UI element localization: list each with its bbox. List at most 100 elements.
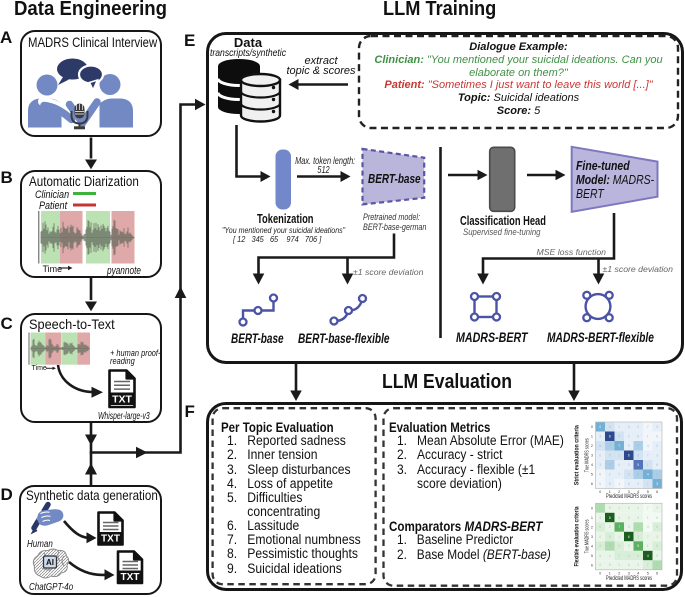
svg-text:6: 6 — [599, 525, 601, 529]
svg-text:6: 6 — [628, 482, 630, 486]
svg-text:2: 2 — [637, 453, 639, 457]
svg-text:0: 0 — [628, 463, 630, 467]
svg-text:7: 7 — [647, 563, 649, 567]
svg-text:0: 0 — [656, 525, 658, 529]
svg-text:8: 8 — [637, 554, 639, 558]
svg-text:7: 7 — [618, 444, 620, 448]
svg-text:1: 1 — [591, 516, 593, 520]
svg-text:8: 8 — [637, 444, 639, 448]
svg-text:5: 5 — [609, 453, 611, 457]
svg-text:0: 0 — [628, 434, 630, 438]
svg-text:1: 1 — [618, 506, 620, 510]
svg-text:5: 5 — [637, 516, 639, 520]
svg-text:7: 7 — [647, 453, 649, 457]
svg-text:True MADRS scores: True MADRS scores — [585, 438, 591, 472]
svg-text:5: 5 — [591, 473, 593, 477]
svg-text:True MADRS scores: True MADRS scores — [585, 519, 591, 553]
svg-text:3: 3 — [628, 444, 630, 448]
svg-text:6: 6 — [656, 434, 658, 438]
svg-text:3: 3 — [628, 554, 630, 558]
svg-text:2: 2 — [618, 571, 620, 575]
svg-text:7: 7 — [647, 535, 649, 539]
svg-text:4: 4 — [647, 554, 649, 558]
svg-text:3: 3 — [591, 535, 593, 539]
svg-text:6: 6 — [656, 516, 658, 520]
svg-text:0: 0 — [599, 563, 601, 567]
svg-text:2: 2 — [637, 425, 639, 429]
svg-text:8: 8 — [609, 463, 611, 467]
svg-text:6: 6 — [656, 544, 658, 548]
svg-text:5: 5 — [609, 535, 611, 539]
svg-text:3: 3 — [599, 463, 601, 467]
svg-text:3: 3 — [591, 454, 593, 458]
svg-text:0: 0 — [591, 425, 593, 429]
svg-text:2: 2 — [637, 563, 639, 567]
svg-text:2: 2 — [637, 506, 639, 510]
svg-text:4: 4 — [647, 472, 649, 476]
svg-text:TXT: TXT — [121, 572, 140, 583]
svg-text:4: 4 — [618, 516, 620, 520]
svg-text:1: 1 — [618, 425, 620, 429]
svg-text:0: 0 — [599, 482, 601, 486]
svg-text:1: 1 — [618, 482, 620, 486]
svg-text:4: 4 — [591, 544, 593, 548]
svg-text:4: 4 — [618, 434, 620, 438]
svg-text:4: 4 — [647, 525, 649, 529]
svg-text:3: 3 — [656, 563, 658, 567]
svg-text:3: 3 — [599, 544, 601, 548]
svg-text:1: 1 — [647, 434, 649, 438]
svg-text:5: 5 — [637, 544, 639, 548]
svg-text:6: 6 — [656, 490, 658, 494]
svg-text:3: 3 — [628, 525, 630, 529]
svg-text:AI: AI — [46, 558, 54, 567]
svg-text:2: 2 — [609, 472, 611, 476]
svg-text:6: 6 — [599, 444, 601, 448]
svg-text:3: 3 — [656, 453, 658, 457]
svg-text:8: 8 — [609, 544, 611, 548]
svg-text:1: 1 — [618, 453, 620, 457]
svg-text:1: 1 — [609, 490, 611, 494]
svg-text:0: 0 — [628, 544, 630, 548]
svg-text:0: 0 — [628, 516, 630, 520]
svg-text:0: 0 — [599, 535, 601, 539]
svg-text:2: 2 — [591, 525, 593, 529]
svg-text:5: 5 — [647, 571, 649, 575]
svg-text:0: 0 — [656, 554, 658, 558]
svg-text:2: 2 — [609, 444, 611, 448]
svg-text:Flexible evaluation criteria: Flexible evaluation criteria — [574, 506, 581, 566]
svg-text:3: 3 — [628, 571, 630, 575]
svg-text:7: 7 — [647, 425, 649, 429]
svg-text:6: 6 — [599, 554, 601, 558]
svg-text:5: 5 — [609, 482, 611, 486]
svg-text:7: 7 — [618, 525, 620, 529]
svg-text:3: 3 — [656, 506, 658, 510]
svg-text:2: 2 — [591, 444, 593, 448]
svg-text:0: 0 — [599, 506, 601, 510]
svg-text:1: 1 — [618, 535, 620, 539]
svg-text:Predicted MADRS scores: Predicted MADRS scores — [606, 576, 652, 582]
svg-text:2: 2 — [609, 525, 611, 529]
svg-text:Predicted MADRS scores: Predicted MADRS scores — [606, 494, 652, 500]
svg-text:7: 7 — [647, 506, 649, 510]
svg-text:6: 6 — [628, 563, 630, 567]
svg-text:7: 7 — [647, 482, 649, 486]
svg-text:6: 6 — [628, 506, 630, 510]
svg-text:4: 4 — [618, 544, 620, 548]
svg-text:7: 7 — [618, 472, 620, 476]
svg-text:TXT: TXT — [101, 534, 120, 545]
svg-text:0: 0 — [656, 444, 658, 448]
svg-text:5: 5 — [591, 554, 593, 558]
svg-text:4: 4 — [637, 490, 639, 494]
svg-text:5: 5 — [609, 506, 611, 510]
svg-text:1: 1 — [618, 563, 620, 567]
svg-text:8: 8 — [637, 525, 639, 529]
svg-text:3: 3 — [599, 516, 601, 520]
svg-text:6: 6 — [599, 472, 601, 476]
svg-text:8: 8 — [609, 434, 611, 438]
svg-text:1: 1 — [647, 463, 649, 467]
svg-text:8: 8 — [609, 516, 611, 520]
svg-text:6: 6 — [628, 425, 630, 429]
svg-text:3: 3 — [628, 490, 630, 494]
svg-text:0: 0 — [599, 490, 601, 494]
svg-text:0: 0 — [599, 425, 601, 429]
